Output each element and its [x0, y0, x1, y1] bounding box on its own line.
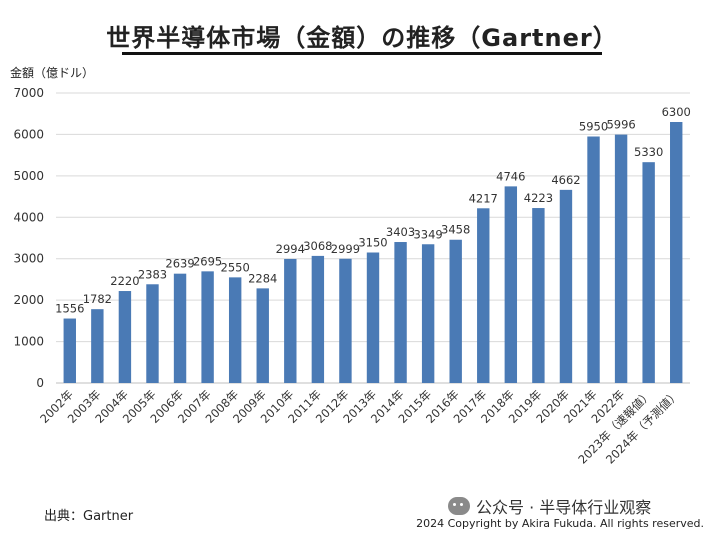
- bar: [394, 242, 407, 383]
- y-tick-label: 7000: [13, 86, 44, 100]
- data-label: 2284: [248, 271, 277, 285]
- data-label: 6300: [662, 105, 691, 119]
- copyright-note: 2024 Copyright by Akira Fukuda. All righ…: [416, 517, 704, 530]
- bar: [201, 271, 214, 383]
- data-label: 3458: [441, 223, 470, 237]
- source-note: 出典：Gartner: [44, 509, 134, 524]
- data-label: 4217: [469, 191, 498, 205]
- bar: [311, 255, 325, 383]
- bar: [614, 134, 628, 383]
- bar: [91, 309, 104, 383]
- bar: [642, 162, 655, 383]
- wechat-icon: [448, 497, 470, 515]
- bar: [366, 252, 380, 383]
- y-axis-label: 金額（億ドル）: [10, 66, 95, 80]
- bar: [670, 122, 683, 383]
- bar: [63, 318, 76, 383]
- bar: [256, 288, 269, 383]
- data-label: 5330: [634, 145, 663, 159]
- bar: [532, 208, 545, 383]
- watermark-text: 公众号 · 半导体行业观察: [476, 498, 652, 517]
- data-label: 2695: [193, 254, 222, 268]
- title-underline: [122, 52, 602, 55]
- y-tick-label: 0: [36, 376, 44, 390]
- data-label: 5996: [606, 118, 635, 132]
- data-label: 4223: [524, 191, 553, 205]
- data-label: 2220: [110, 274, 139, 288]
- data-label: 2994: [276, 242, 305, 256]
- data-label: 5950: [579, 120, 608, 134]
- y-tick-label: 1000: [13, 335, 44, 349]
- bar: [587, 136, 600, 383]
- data-label: 4746: [496, 169, 525, 183]
- bar: [504, 186, 518, 383]
- y-tick-label: 3000: [13, 252, 44, 266]
- bar: [146, 284, 159, 383]
- data-label: 2999: [331, 242, 360, 256]
- watermark: 公众号 · 半导体行业观察: [448, 494, 651, 518]
- data-label: 3349: [413, 227, 442, 241]
- bar: [118, 291, 132, 383]
- data-label: 4662: [551, 173, 580, 187]
- y-tick-label: 5000: [13, 169, 44, 183]
- data-label: 1782: [83, 292, 112, 306]
- y-tick-label: 4000: [13, 210, 44, 224]
- bar: [559, 189, 573, 383]
- data-label: 1556: [55, 302, 84, 316]
- bar: [449, 239, 462, 383]
- data-label: 3068: [303, 239, 332, 253]
- data-label: 3150: [358, 236, 387, 250]
- bar: [284, 258, 297, 383]
- y-tick-label: 6000: [13, 127, 44, 141]
- chart-title: 世界半導体市場（金額）の推移（Gartner）: [106, 24, 618, 52]
- bar: [228, 277, 242, 383]
- bars: [63, 122, 683, 383]
- bar: [477, 208, 490, 383]
- y-tick-labels: 0 1000 2000 3000 4000 5000 6000 7000: [13, 86, 44, 390]
- data-label: 3403: [386, 225, 415, 239]
- y-tick-label: 2000: [13, 293, 44, 307]
- bar: [339, 258, 352, 383]
- x-tick-labels: 2002年2003年2004年2005年2006年2007年2008年2009年…: [37, 387, 682, 466]
- data-label: 2550: [221, 260, 250, 274]
- data-label: 2639: [165, 257, 194, 271]
- bar: [173, 273, 187, 383]
- data-label: 2383: [138, 267, 167, 281]
- bar: [421, 244, 435, 383]
